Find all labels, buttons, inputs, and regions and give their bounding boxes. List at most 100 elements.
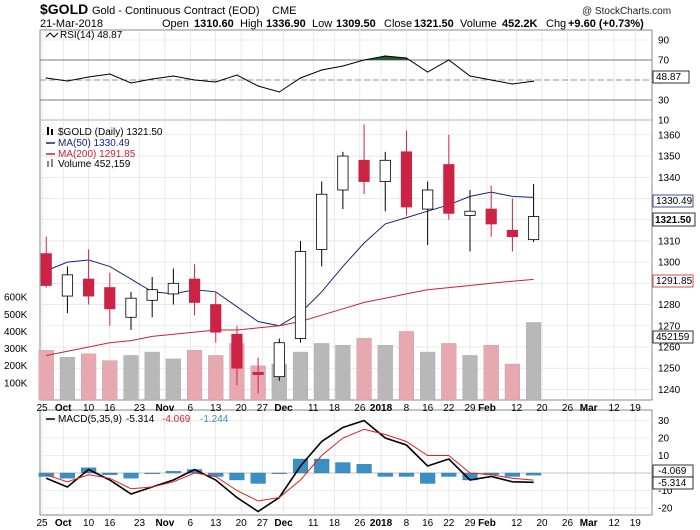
x-label-macd-19: Feb: [478, 518, 496, 529]
rsi-point-2: [88, 76, 90, 78]
low-value: 1309.50: [336, 18, 376, 30]
x-label-macd-23: Mar: [580, 518, 598, 529]
macd-hist-bar-1: [59, 472, 75, 479]
rsi-point-14: [342, 65, 344, 67]
volume-bar-15: [356, 338, 372, 401]
candle-body-9: [231, 333, 243, 369]
close-label: Close: [384, 18, 412, 30]
ytick-price-8: 1280: [658, 300, 681, 311]
volume-bar-12: [292, 351, 309, 401]
chg-label: Chg: [546, 18, 566, 30]
ticker-symbol: $GOLD: [40, 1, 88, 17]
macd-hist-bar-17: [398, 472, 415, 477]
rsi-point-11: [278, 91, 280, 93]
ytick-macd-5: -20: [658, 504, 673, 515]
volume-bar-7: [186, 350, 203, 401]
macd-legend-value: -5.314: [126, 414, 155, 425]
volume-bar-18: [420, 351, 436, 401]
volume-last-tag: [652, 330, 694, 344]
macd-hist-bar-23: [526, 472, 542, 476]
x-label-price-23: Mar: [580, 403, 598, 414]
macd-last-value: -5.314: [658, 478, 687, 489]
x-label-macd-13: 26: [354, 518, 366, 529]
x-label-price-5: Nov: [155, 403, 174, 414]
signal-legend-value: -4.069: [162, 414, 191, 425]
rsi-point-16: [384, 55, 386, 57]
candle-body-8: [210, 304, 222, 333]
ma200-last-tag: [652, 274, 694, 288]
x-label-price-18: 29: [464, 403, 476, 414]
ytick-vol-4: 200K: [4, 361, 28, 372]
ytick-macd-1: 20: [658, 434, 670, 445]
ma200-legend-text: MA(200) 1291.85: [58, 149, 136, 160]
candle-body-0: [40, 253, 52, 286]
open-value: 1310.60: [194, 18, 234, 30]
macd-hist-bar-18: [420, 472, 436, 484]
x-label-macd-4: 23: [134, 518, 146, 529]
rsi-point-6: [172, 75, 174, 77]
candle-body-6: [167, 282, 179, 295]
x-label-macd-2: 10: [83, 518, 95, 529]
rsi-point-23: [532, 80, 535, 82]
rsi-point-5: [151, 78, 153, 80]
volume-legend-text: Volume 452,159: [58, 159, 131, 170]
rsi-legend-text: RSI(14) 48.87: [60, 30, 123, 41]
macd-legend: MACD(5,35,9) -5.314 -4.069 -1.244: [46, 414, 229, 425]
ytick-price-6: 1300: [658, 258, 681, 269]
macd-hist-bar-14: [335, 462, 351, 474]
price-legend: $GOLD (Daily) 1321.50 MA(50) 1330.49 MA(…: [46, 127, 163, 170]
x-label-price-9: 27: [257, 403, 269, 414]
volume-bar-23: [526, 322, 542, 401]
x-label-price-22: 26: [562, 403, 574, 414]
volume-bar-0: [38, 350, 54, 401]
macd-hist-bar-3: [102, 472, 118, 475]
ytick-price-12: 1240: [658, 385, 681, 396]
macd-last-tag: [652, 476, 694, 490]
ma200-line: [46, 278, 534, 356]
volume-bar-1: [59, 356, 75, 401]
x-label-price-10: Dec: [274, 403, 293, 414]
ytick-rsi-1: 70: [658, 56, 670, 67]
x-label-macd-8: 20: [236, 518, 248, 529]
ytick-price-9: 1270: [658, 321, 681, 332]
rsi-point-15: [363, 59, 365, 61]
candle-body-4: [125, 297, 137, 318]
volume-bar-16: [377, 344, 393, 401]
rsi-point-7: [193, 79, 196, 81]
x-label-price-14: 2018: [370, 403, 393, 414]
candle-body-21: [485, 208, 497, 225]
candle-body-5: [146, 289, 158, 301]
volume-bar-2: [81, 353, 97, 401]
x-label-price-19: Feb: [478, 403, 496, 414]
rsi-legend-icon: [45, 32, 59, 38]
volume-label: Volume: [460, 18, 497, 30]
ytick-price-11: 1250: [658, 364, 681, 375]
x-label-price-12: 18: [329, 403, 341, 414]
x-label-macd-15: 8: [404, 518, 410, 529]
ytick-vol-1: 500K: [4, 310, 28, 321]
candle-body-18: [422, 189, 434, 210]
rsi-point-18: [427, 71, 429, 73]
x-label-price-13: 26: [354, 403, 366, 414]
candle-body-14: [337, 155, 349, 191]
x-label-price-1: Oct: [55, 403, 72, 414]
volume-bar-20: [462, 355, 478, 401]
candle-body-22: [506, 229, 518, 238]
rsi-point-19: [448, 59, 450, 61]
rsi-point-4: [130, 82, 132, 84]
rsi-point-3: [109, 73, 111, 75]
price-series: [40, 124, 540, 394]
low-label: Low: [312, 18, 332, 30]
x-label-price-11: 11: [308, 403, 319, 414]
x-label-macd-7: 13: [210, 518, 222, 529]
ytick-price-0: 1360: [658, 130, 681, 141]
x-label-price-0: 25: [36, 403, 48, 414]
x-label-price-3: 16: [104, 403, 116, 414]
price-last-value: 1321.50: [655, 215, 692, 226]
x-label-price-20: 12: [511, 403, 523, 414]
rsi-point-0: [45, 77, 47, 79]
ytick-price-5: 1310: [658, 236, 681, 247]
rsi-point-12: [299, 77, 302, 79]
macd-legend-name: MACD(5,35,9): [58, 414, 122, 425]
